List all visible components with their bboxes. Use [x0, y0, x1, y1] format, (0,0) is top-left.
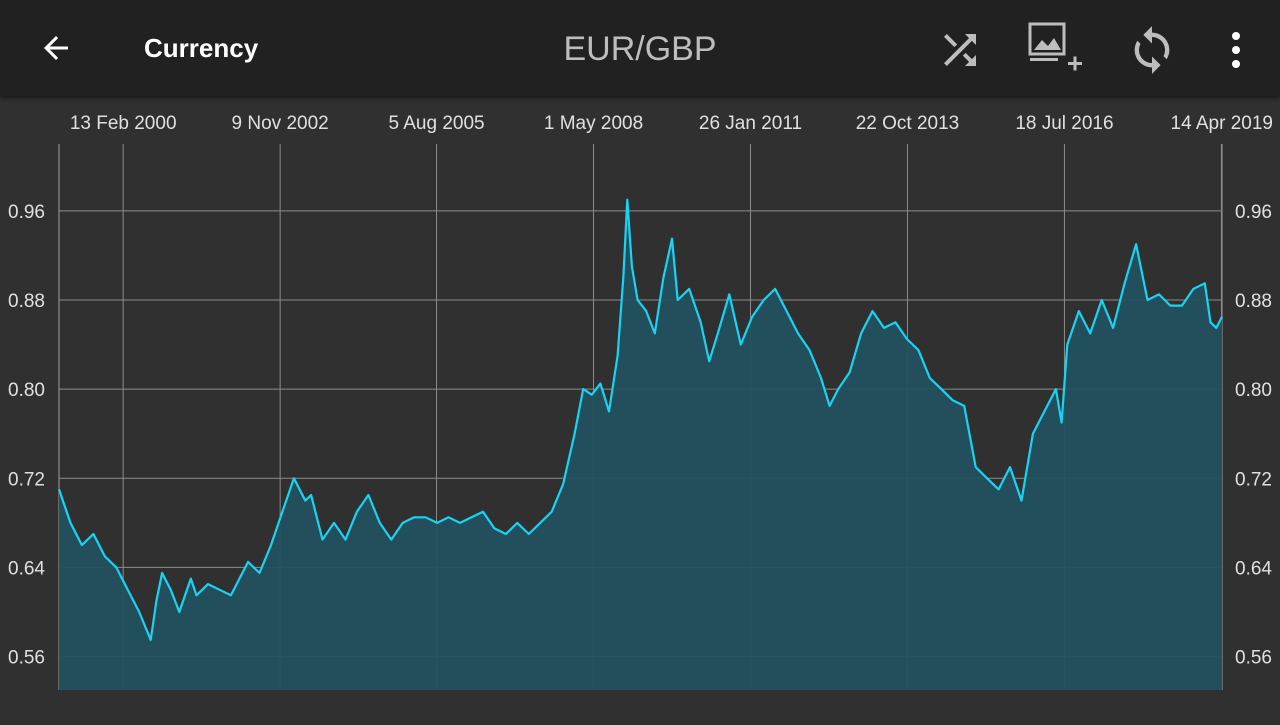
x-tick-label: 26 Jan 2011: [699, 113, 802, 134]
x-tick-label: 1 May 2008: [544, 113, 643, 134]
rate-line: [57, 198, 1223, 641]
add-image-button[interactable]: [1024, 18, 1088, 82]
x-tick-label: 14 Apr 2019: [1171, 113, 1273, 134]
y-tick-label-right: 0.64: [1235, 558, 1272, 579]
currency-pair-title: EUR/GBP: [563, 30, 717, 68]
x-axis-labels: 13 Feb 2000 9 Nov 2002 5 Aug 2005 1 May 200…: [70, 113, 1273, 134]
arrow-back-icon: [44, 36, 68, 60]
y-tick-label-left: 0.96: [8, 202, 45, 223]
y-axis-labels: 0.96 0.96 0.88 0.88 0.80 0.80 0.72 0.72 0.64 0.64…: [8, 202, 1272, 669]
app-bar: Currency EUR/GBP: [0, 0, 1280, 96]
refresh-icon: [1134, 26, 1170, 74]
x-tick-label: 13 Feb 2000: [70, 113, 177, 134]
x-tick-label: 5 Aug 2005: [388, 113, 484, 134]
y-tick-label-right: 0.96: [1235, 202, 1272, 223]
exchange-rate-chart[interactable]: 13 Feb 2000 9 Nov 2002 5 Aug 2005 1 May 200…: [0, 96, 1280, 720]
back-button[interactable]: [24, 20, 88, 76]
x-tick-label: 18 Jul 2016: [1015, 113, 1113, 134]
x-tick-label: 9 Nov 2002: [232, 113, 329, 134]
y-tick-label-left: 0.72: [8, 469, 45, 490]
y-tick-label-left: 0.88: [8, 291, 45, 312]
y-tick-label-right: 0.72: [1235, 469, 1272, 490]
y-tick-label-right: 0.56: [1235, 648, 1272, 669]
area-layer: [57, 198, 1223, 690]
y-tick-label-right: 0.80: [1235, 380, 1272, 401]
more-options-button[interactable]: [1204, 18, 1268, 82]
shuffle-icon: [944, 34, 976, 66]
shuffle-button[interactable]: [928, 18, 992, 82]
y-tick-label-left: 0.80: [8, 380, 45, 401]
app-title: Currency: [144, 33, 259, 63]
chart-area: 13 Feb 2000 9 Nov 2002 5 Aug 2005 1 May 200…: [0, 96, 1280, 720]
y-tick-label-left: 0.56: [8, 648, 45, 669]
rate-area-fill: [59, 199, 1222, 690]
y-tick-label-left: 0.64: [8, 558, 45, 579]
y-tick-label-right: 0.88: [1235, 291, 1272, 312]
add-image-icon: [1028, 22, 1082, 71]
x-tick-label: 22 Oct 2013: [856, 113, 960, 134]
refresh-button[interactable]: [1120, 18, 1184, 82]
more-vert-icon: [1232, 32, 1240, 68]
